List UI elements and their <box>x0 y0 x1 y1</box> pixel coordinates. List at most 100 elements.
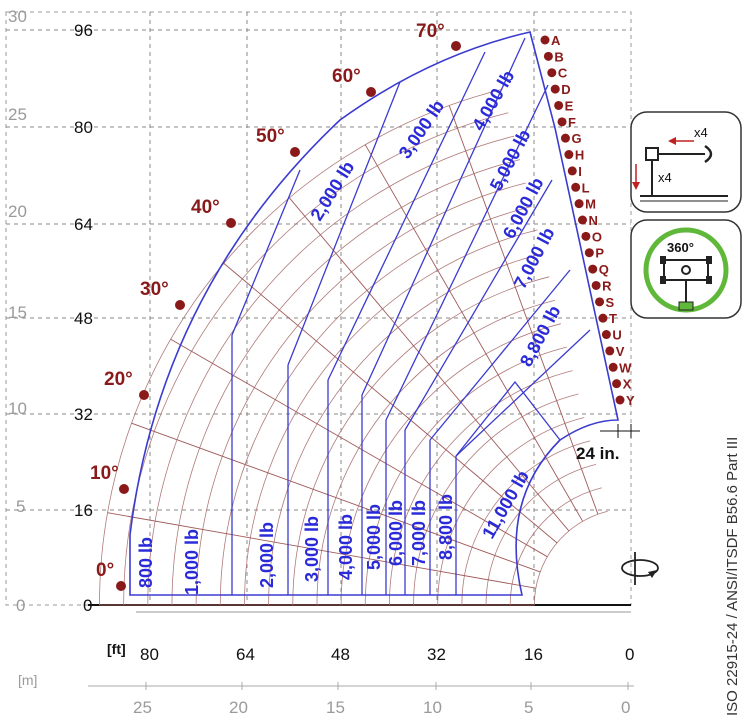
reach-ft-tick: 32 <box>427 645 446 664</box>
reach-m-tick: 20 <box>229 698 248 717</box>
extension-dot <box>567 166 577 176</box>
zone-line <box>327 51 486 381</box>
load-label: 3,000 lb <box>302 516 322 582</box>
angle-ray <box>223 263 558 544</box>
angle-ray <box>364 144 584 522</box>
extension-dot <box>574 199 584 209</box>
extension-label: P <box>595 246 604 261</box>
height-ft-tick: 0 <box>83 596 92 615</box>
extension-dot <box>595 297 605 307</box>
extension-dot <box>588 264 598 274</box>
load-label: 8,800 lb <box>436 494 456 560</box>
extension-label: G <box>571 131 581 146</box>
height-ft-tick: 32 <box>74 405 93 424</box>
load-label: 4,000 lb <box>468 67 518 134</box>
extension-label: T <box>609 311 617 326</box>
extension-dot <box>550 84 560 94</box>
angle-dot <box>139 390 149 400</box>
reach-m-tick: 15 <box>326 698 345 717</box>
reach-ft-tick: 48 <box>331 645 350 664</box>
reach-ft-tick: 16 <box>524 645 543 664</box>
extension-dot <box>584 248 594 258</box>
zone-line <box>429 269 571 441</box>
angle-ray <box>131 422 541 573</box>
height-m-tick: 0 <box>16 596 25 615</box>
angle-dot <box>451 41 461 51</box>
extension-label: U <box>612 328 621 343</box>
angle-label: 60° <box>332 66 361 87</box>
zone-line <box>404 179 553 431</box>
outrigger-x4-label: x4 <box>658 170 672 185</box>
angle-dot <box>226 218 236 228</box>
extension-dot <box>591 280 601 290</box>
reach-m-tick: 25 <box>133 698 152 717</box>
extension-dot <box>578 215 587 225</box>
angle-dot <box>116 581 126 591</box>
reach-arc <box>485 463 597 606</box>
extension-label: F <box>568 115 576 130</box>
extension-label: D <box>561 82 570 97</box>
reach-arc <box>147 135 515 606</box>
extension-label: R <box>602 278 612 293</box>
zone-line <box>361 37 526 396</box>
standard-label: ISO 22915-24 / ANSI/ITSDF B56.6 Part III <box>724 437 741 716</box>
height-ft-tick: 64 <box>74 215 93 234</box>
extension-dot <box>571 182 581 192</box>
angle-ray <box>289 197 570 532</box>
angle-label: 20° <box>104 369 133 390</box>
extension-dot <box>608 362 618 372</box>
extension-dot <box>601 330 611 340</box>
extension-label: I <box>578 164 582 179</box>
angle-ray <box>170 338 548 558</box>
reach-m-unit: [m] <box>18 672 37 688</box>
reach-arc <box>219 206 532 606</box>
height-m-tick: 25 <box>8 105 27 124</box>
reach-arc <box>509 487 602 606</box>
reach-arc <box>340 323 561 606</box>
extension-dot <box>554 100 564 110</box>
height-ft-tick: 80 <box>74 118 93 137</box>
height-m-tick: 5 <box>16 497 25 516</box>
extension-label: L <box>582 180 590 195</box>
zone-line <box>231 169 301 336</box>
boom-angles: 0° 10° 20° 30° 40° 50° 60° 70° <box>90 21 461 591</box>
height-m-tick: 20 <box>8 202 27 221</box>
working-envelope <box>129 31 619 596</box>
reach-arc <box>413 393 579 606</box>
extension-label: V <box>616 344 625 359</box>
reach-ft-tick: 0 <box>625 645 634 664</box>
extension-dot <box>605 346 615 356</box>
rotation-360-icon: 360° <box>630 219 742 319</box>
extension-dot <box>598 313 608 323</box>
extension-label: C <box>558 66 568 81</box>
extension-dot <box>557 117 567 127</box>
angle-rays <box>99 105 599 606</box>
reach-arc <box>316 299 556 606</box>
lower-load-labels: 800 lb 1,000 lb 2,000 lb 3,000 lb 4,000 … <box>136 467 533 595</box>
height-ft-tick: 96 <box>74 21 93 40</box>
reach-ft-tick: 80 <box>140 645 159 664</box>
angle-ray <box>448 105 599 515</box>
reach-arcs <box>99 88 608 606</box>
extension-label: N <box>589 213 598 228</box>
reach-m-tick: 5 <box>524 698 533 717</box>
extension-label: A <box>551 33 561 48</box>
angle-label: 50° <box>256 126 285 147</box>
load-label: 4,000 lb <box>336 514 356 580</box>
reach-m-ticks <box>145 682 629 690</box>
angle-dot <box>175 300 185 310</box>
extension-label: B <box>554 49 563 64</box>
outrigger-x4-label: x4 <box>694 125 708 140</box>
extension-dot <box>615 395 625 405</box>
reach-arc <box>171 159 521 606</box>
zone-line <box>455 380 561 457</box>
load-label: 1,000 lb <box>182 529 202 595</box>
load-label: 800 lb <box>136 537 156 588</box>
clearance-marker: 24 in. <box>576 424 640 463</box>
reach-arc <box>533 510 608 606</box>
zone-line <box>385 84 549 421</box>
zone-line <box>287 81 401 366</box>
reach-arc <box>195 182 526 606</box>
extension-label: H <box>575 148 584 163</box>
